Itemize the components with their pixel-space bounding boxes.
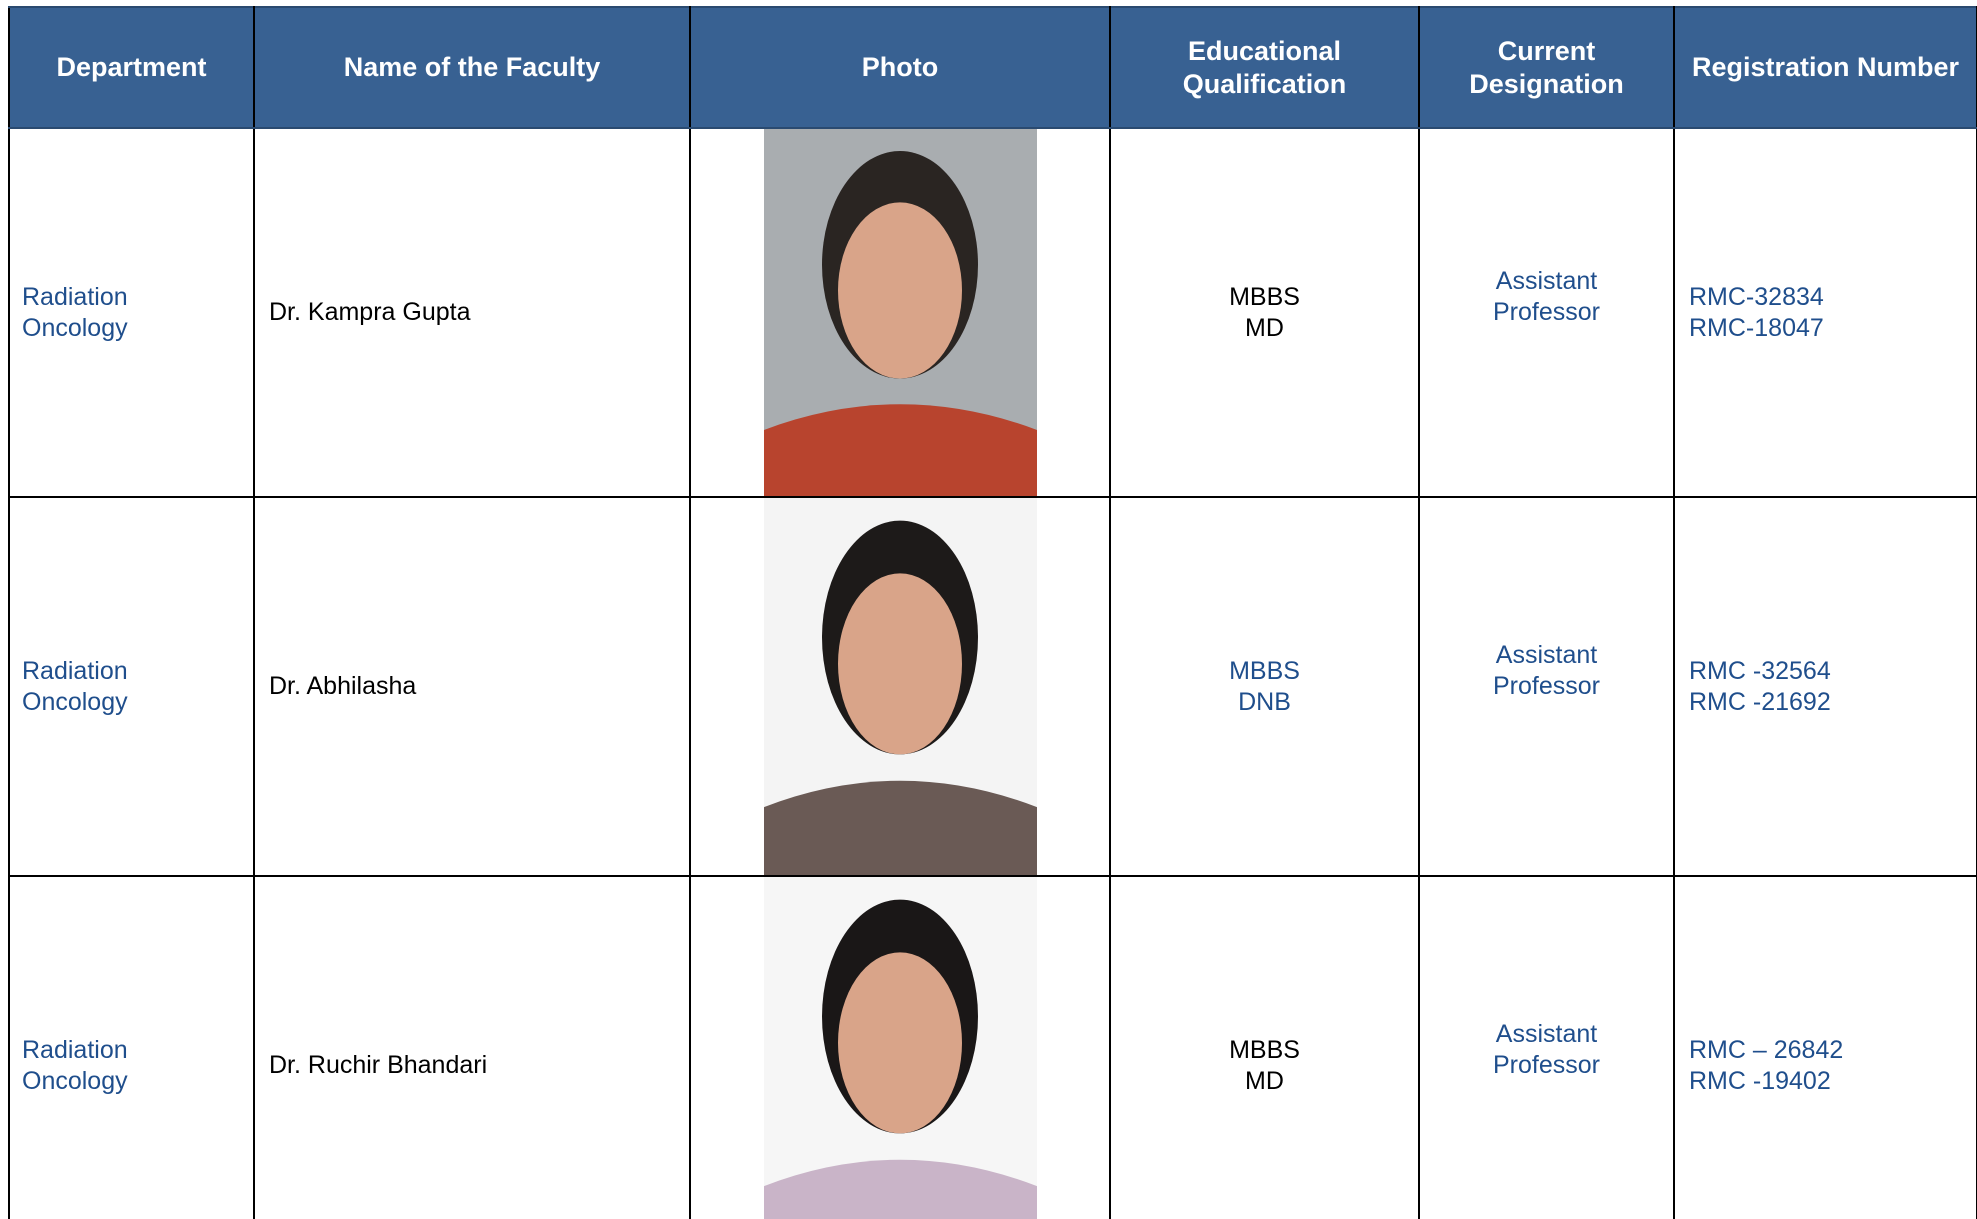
- name-cell: Dr. Kampra Gupta: [253, 127, 691, 498]
- name-cell: Dr. Ruchir Bhandari: [253, 875, 691, 1219]
- photo-cell: [689, 127, 1111, 498]
- qualification: MBBS: [1229, 656, 1300, 685]
- photo-shirt: [763, 1159, 1037, 1219]
- qualification-cell: MBBS DNB: [1109, 496, 1420, 877]
- faculty-name: Dr. Ruchir Bhandari: [269, 1051, 488, 1079]
- photo-face: [837, 202, 962, 379]
- qualification: MD: [1245, 1066, 1284, 1095]
- faculty-name: Dr. Kampra Gupta: [269, 298, 471, 326]
- faculty-row: Radiation Oncology Dr. Kampra Gupta MBBS M…: [8, 127, 1977, 498]
- column-header: Educational Qualification: [1109, 6, 1420, 129]
- designation: Assistant Professor: [1493, 1019, 1600, 1079]
- qualification: MBBS: [1229, 282, 1300, 311]
- department: Radiation Oncology: [22, 656, 128, 716]
- department: Radiation Oncology: [22, 1035, 128, 1095]
- photo-shirt: [763, 780, 1037, 875]
- qualification: DNB: [1238, 687, 1291, 716]
- column-header: Registration Number: [1673, 6, 1977, 129]
- photo-shirt: [763, 404, 1037, 496]
- designation-cell: Assistant Professor: [1418, 875, 1675, 1219]
- registration-number: RMC-32834: [1689, 282, 1824, 311]
- faculty-row: Radiation Oncology Dr. Ruchir Bhandari MB…: [8, 875, 1977, 1219]
- qualification-cell: MBBS MD: [1109, 127, 1420, 498]
- faculty-name: Dr. Abhilasha: [269, 672, 417, 700]
- department-cell: Radiation Oncology: [8, 127, 255, 498]
- photo-face: [837, 573, 962, 755]
- registration-number: RMC -21692: [1689, 687, 1831, 716]
- qualification: MBBS: [1229, 1035, 1300, 1064]
- column-header: Current Designation: [1418, 6, 1675, 129]
- registration-cell: RMC – 26842 RMC -19402: [1673, 875, 1977, 1219]
- photo-cell: [689, 875, 1111, 1219]
- photo-face: [837, 952, 962, 1134]
- department-cell: Radiation Oncology: [8, 496, 255, 877]
- qualification: MD: [1245, 313, 1284, 342]
- faculty-photo: [763, 129, 1037, 496]
- designation: Assistant Professor: [1493, 266, 1600, 326]
- header-row: Department Name of the Faculty Photo Educat…: [8, 6, 1977, 129]
- faculty-photo: [763, 498, 1037, 875]
- faculty-row: Radiation Oncology Dr. Abhilasha MBBS DNB A…: [8, 496, 1977, 877]
- registration-number: RMC-18047: [1689, 313, 1824, 342]
- column-header: Photo: [689, 6, 1111, 129]
- registration-cell: RMC -32564 RMC -21692: [1673, 496, 1977, 877]
- designation-cell: Assistant Professor: [1418, 496, 1675, 877]
- photo-cell: [689, 496, 1111, 877]
- department-cell: Radiation Oncology: [8, 875, 255, 1219]
- faculty-table: Department Name of the Faculty Photo Educat…: [8, 6, 1977, 1219]
- registration-number: RMC – 26842: [1689, 1035, 1844, 1064]
- department: Radiation Oncology: [22, 282, 128, 342]
- designation: Assistant Professor: [1493, 640, 1600, 700]
- registration-number: RMC -19402: [1689, 1066, 1831, 1095]
- designation-cell: Assistant Professor: [1418, 127, 1675, 498]
- faculty-photo: [763, 877, 1037, 1219]
- registration-number: RMC -32564: [1689, 656, 1831, 685]
- column-header: Name of the Faculty: [253, 6, 691, 129]
- registration-cell: RMC-32834 RMC-18047: [1673, 127, 1977, 498]
- column-header: Department: [8, 6, 255, 129]
- qualification-cell: MBBS MD: [1109, 875, 1420, 1219]
- name-cell: Dr. Abhilasha: [253, 496, 691, 877]
